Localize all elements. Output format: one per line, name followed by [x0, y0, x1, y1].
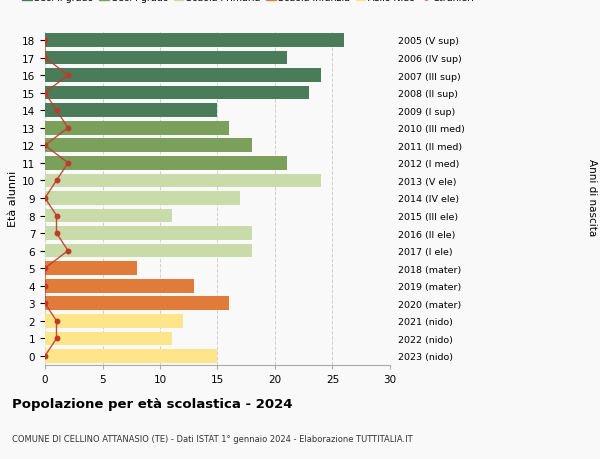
- Point: [63, 125, 73, 132]
- Text: COMUNE DI CELLINO ATTANASIO (TE) - Dati ISTAT 1° gennaio 2024 - Elaborazione TUT: COMUNE DI CELLINO ATTANASIO (TE) - Dati …: [12, 434, 413, 443]
- Bar: [45, 51, 287, 65]
- Point: [40, 142, 50, 150]
- Point: [40, 300, 50, 307]
- Point: [40, 90, 50, 97]
- Bar: [45, 69, 321, 83]
- Bar: [45, 157, 287, 170]
- Bar: [45, 314, 183, 328]
- Bar: [45, 192, 241, 205]
- Point: [40, 195, 50, 202]
- Point: [40, 265, 50, 272]
- Bar: [45, 87, 310, 100]
- Point: [63, 72, 73, 79]
- Point: [52, 335, 61, 342]
- Bar: [45, 297, 229, 310]
- Bar: [45, 227, 252, 241]
- Point: [52, 318, 61, 325]
- Bar: [45, 139, 252, 153]
- Point: [63, 247, 73, 255]
- Legend: Sec. II grado, Sec. I grado, Scuola Primaria, Scuola Infanzia, Asilo Nido, Stran: Sec. II grado, Sec. I grado, Scuola Prim…: [22, 0, 474, 3]
- Point: [40, 37, 50, 45]
- Bar: [45, 209, 172, 223]
- Bar: [45, 122, 229, 135]
- Bar: [45, 104, 217, 118]
- Point: [52, 107, 61, 115]
- Point: [52, 213, 61, 220]
- Point: [40, 55, 50, 62]
- Text: Popolazione per età scolastica - 2024: Popolazione per età scolastica - 2024: [12, 397, 293, 410]
- Point: [52, 230, 61, 237]
- Bar: [45, 34, 344, 48]
- Point: [40, 282, 50, 290]
- Y-axis label: Età alunni: Età alunni: [8, 170, 18, 227]
- Point: [52, 177, 61, 185]
- Bar: [45, 279, 194, 293]
- Bar: [45, 244, 252, 258]
- Point: [63, 160, 73, 167]
- Bar: [45, 174, 321, 188]
- Text: Anni di nascita: Anni di nascita: [587, 159, 597, 236]
- Bar: [45, 349, 217, 363]
- Point: [40, 353, 50, 360]
- Bar: [45, 262, 137, 275]
- Bar: [45, 332, 172, 346]
